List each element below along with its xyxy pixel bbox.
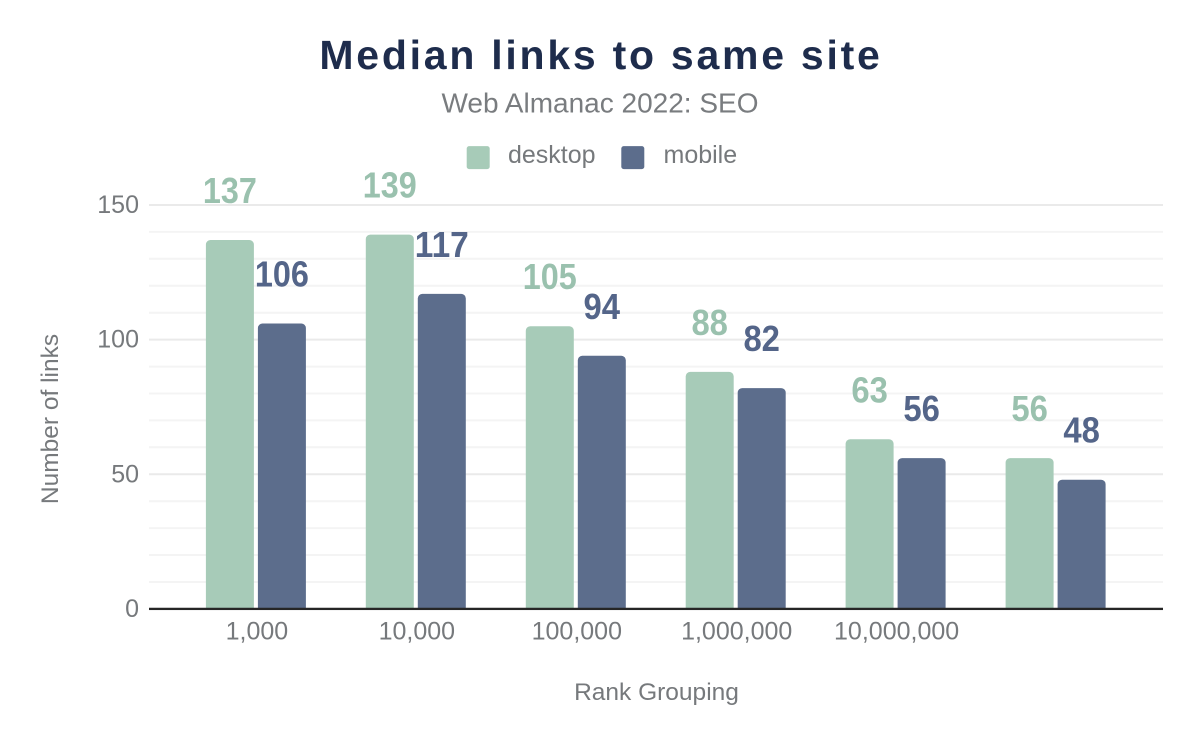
svg-text:63: 63 [851, 369, 888, 410]
svg-text:105: 105 [523, 256, 577, 297]
svg-text:106: 106 [255, 254, 309, 295]
svg-text:94: 94 [584, 286, 621, 327]
svg-text:117: 117 [415, 224, 469, 265]
svg-text:mobile: mobile [664, 141, 738, 169]
svg-text:88: 88 [691, 302, 728, 343]
svg-text:10,000,000: 10,000,000 [834, 617, 959, 645]
svg-text:82: 82 [743, 318, 780, 359]
svg-text:100: 100 [97, 326, 139, 354]
svg-text:Rank Grouping: Rank Grouping [574, 679, 739, 706]
svg-text:10,000: 10,000 [379, 617, 455, 645]
svg-text:139: 139 [363, 165, 417, 206]
svg-text:1,000,000: 1,000,000 [681, 617, 792, 645]
svg-text:Web Almanac 2022: SEO: Web Almanac 2022: SEO [442, 88, 759, 119]
svg-text:Median links to same site: Median links to same site [319, 32, 882, 78]
svg-text:48: 48 [1063, 410, 1100, 451]
svg-text:137: 137 [203, 170, 257, 211]
svg-text:Number of links: Number of links [37, 334, 64, 504]
svg-text:50: 50 [111, 460, 139, 488]
svg-text:150: 150 [97, 191, 139, 219]
svg-text:56: 56 [1011, 388, 1048, 429]
svg-text:56: 56 [903, 388, 940, 429]
svg-text:1,000: 1,000 [226, 617, 289, 645]
svg-text:desktop: desktop [508, 141, 596, 169]
svg-text:0: 0 [125, 595, 139, 623]
svg-text:100,000: 100,000 [532, 617, 622, 645]
